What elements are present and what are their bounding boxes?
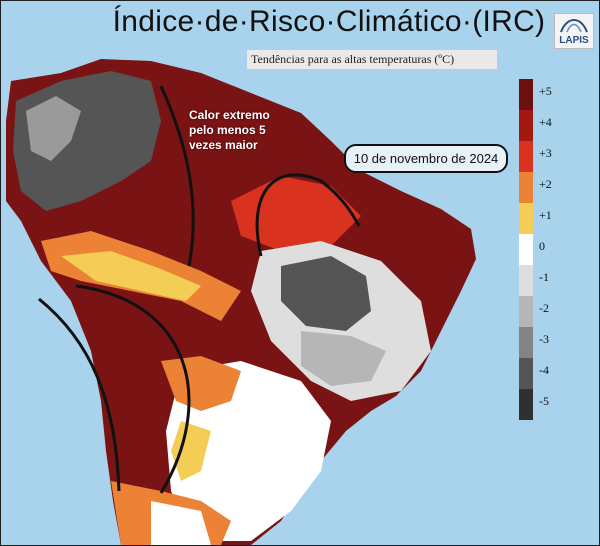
annotation-curve-3 xyxy=(38,297,121,492)
legend-swatch xyxy=(519,110,533,141)
legend-swatch xyxy=(519,172,533,203)
legend-swatch xyxy=(519,234,533,265)
color-legend: +5 +4 +3 +2 +1 0 -1 -2 xyxy=(519,79,589,425)
legend-swatch xyxy=(519,296,533,327)
logo-text: LAPIS xyxy=(559,35,589,46)
legend-swatch xyxy=(519,141,533,172)
date-label: 10 de novembro de 2024 xyxy=(344,144,508,173)
legend-label: +1 xyxy=(539,208,552,222)
annotation-line: Calor extremo xyxy=(189,108,270,122)
southern-yellow-edge xyxy=(171,421,211,481)
legend-item: +3 xyxy=(519,141,589,172)
central-cool-mid xyxy=(301,331,386,386)
legend-item: 0 xyxy=(519,234,589,265)
northwest-light-area xyxy=(26,96,81,161)
legend-swatch xyxy=(519,79,533,110)
legend-item: -2 xyxy=(519,296,589,327)
lapis-logo-icon xyxy=(560,19,588,33)
legend-label: +5 xyxy=(539,84,552,98)
central-cool-core xyxy=(281,256,371,331)
legend-label: -3 xyxy=(539,332,549,346)
legend-swatch xyxy=(519,389,533,420)
legend-swatch xyxy=(519,358,533,389)
legend-item: -3 xyxy=(519,327,589,358)
southern-orange-edge xyxy=(161,356,241,411)
legend-item: +1 xyxy=(519,203,589,234)
page-title: Índice·de·Risco·Climático·(IRC) xyxy=(112,5,546,38)
legend-item: +2 xyxy=(519,172,589,203)
legend-label: +2 xyxy=(539,177,552,191)
map-subtitle: Tendências para as altas temperaturas (º… xyxy=(247,50,497,69)
annotation-curve-1 xyxy=(159,85,195,267)
continent-land xyxy=(6,59,476,545)
legend-item: +5 xyxy=(519,79,589,110)
logo: LAPIS xyxy=(554,13,594,49)
legend-swatch xyxy=(519,203,533,234)
legend-label: -1 xyxy=(539,270,549,284)
annotation-line: pelo menos 5 xyxy=(189,123,266,137)
legend-label: -5 xyxy=(539,394,549,408)
legend-swatch xyxy=(519,265,533,296)
legend-label: -2 xyxy=(539,301,549,315)
legend-label: +4 xyxy=(539,115,552,129)
legend-item: -1 xyxy=(519,265,589,296)
legend-label: 0 xyxy=(539,239,545,253)
legend-item: +4 xyxy=(519,110,589,141)
annotation-line: vezes maior xyxy=(189,138,258,152)
annotation-curve-2 xyxy=(255,173,361,257)
legend-item: -4 xyxy=(519,358,589,389)
legend-label: -4 xyxy=(539,363,549,377)
legend-item: -5 xyxy=(519,389,589,420)
legend-swatch xyxy=(519,327,533,358)
heat-annotation: Calor extremo pelo menos 5 vezes maior xyxy=(189,108,299,153)
central-yellow-band xyxy=(61,251,201,301)
far-south-white xyxy=(151,501,211,545)
annotation-curve-4 xyxy=(75,284,191,494)
legend-label: +3 xyxy=(539,146,552,160)
